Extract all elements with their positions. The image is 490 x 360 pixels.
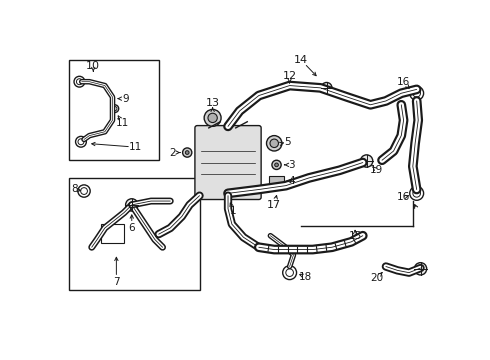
Text: 5: 5 <box>284 137 291 147</box>
Text: 16: 16 <box>397 77 410 87</box>
Text: 20: 20 <box>370 273 383 283</box>
Circle shape <box>361 155 373 167</box>
Circle shape <box>204 109 221 126</box>
Text: 14: 14 <box>294 55 308 65</box>
Circle shape <box>208 113 217 122</box>
Circle shape <box>183 148 192 157</box>
Text: 7: 7 <box>113 277 120 287</box>
Circle shape <box>415 263 427 275</box>
Circle shape <box>185 151 189 154</box>
Text: 17: 17 <box>267 200 281 210</box>
Text: 12: 12 <box>283 71 296 81</box>
Text: 9: 9 <box>122 94 129 104</box>
Text: 10: 10 <box>86 61 100 71</box>
Circle shape <box>267 136 282 151</box>
Text: 2: 2 <box>169 148 176 158</box>
Circle shape <box>270 139 278 148</box>
Text: 3: 3 <box>289 160 295 170</box>
Text: 13: 13 <box>206 98 220 108</box>
Text: 8: 8 <box>72 184 78 194</box>
Text: 1: 1 <box>230 206 237 216</box>
Circle shape <box>272 160 281 170</box>
Text: 19: 19 <box>370 165 383 175</box>
Text: 16: 16 <box>397 192 410 202</box>
Text: 15: 15 <box>348 231 362 241</box>
Circle shape <box>321 82 332 93</box>
FancyBboxPatch shape <box>195 126 261 199</box>
Bar <box>101 224 124 243</box>
Bar <box>69 178 199 289</box>
Text: 11: 11 <box>129 142 142 152</box>
Text: 11: 11 <box>116 117 129 127</box>
Text: 18: 18 <box>298 271 312 282</box>
Bar <box>269 176 284 187</box>
Circle shape <box>125 199 138 211</box>
Text: 6: 6 <box>128 223 135 233</box>
Bar <box>69 60 159 160</box>
Text: 4: 4 <box>289 176 295 186</box>
Circle shape <box>275 163 278 167</box>
